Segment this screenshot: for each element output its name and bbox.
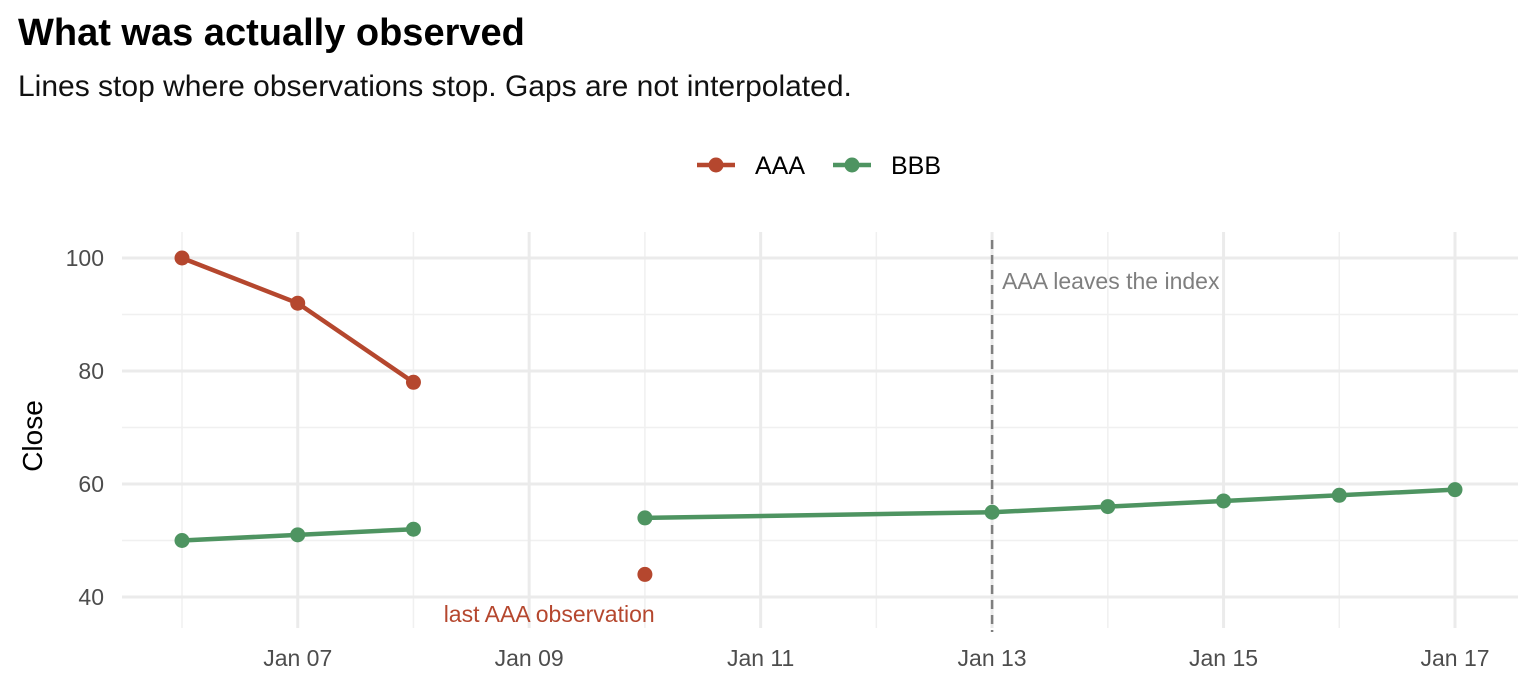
legend-key-point	[844, 157, 860, 173]
data-point-bbb	[1216, 493, 1232, 509]
chart-title: What was actually observed	[18, 12, 525, 54]
data-point-bbb	[984, 504, 1000, 520]
legend: AAA BBB	[697, 152, 941, 180]
x-tick-label: Jan 09	[495, 645, 564, 671]
legend-label: BBB	[891, 152, 941, 180]
legend-key-point	[708, 157, 724, 173]
chart-subtitle: Lines stop where observations stop. Gaps…	[18, 70, 852, 103]
data-point-aaa	[637, 566, 653, 582]
x-tick-label: Jan 15	[1189, 645, 1258, 671]
legend-label: AAA	[755, 152, 805, 180]
data-point-bbb	[1447, 482, 1463, 498]
grid-lines	[122, 232, 1518, 628]
y-axis-label: Close	[17, 400, 48, 472]
vline-annotation-label: AAA leaves the index	[1002, 268, 1220, 294]
data-point-aaa	[405, 374, 421, 390]
data-point-bbb	[174, 533, 190, 548]
y-tick-label: 60	[78, 471, 104, 497]
data-point-bbb	[637, 510, 653, 526]
x-tick-label: Jan 07	[263, 645, 332, 671]
series-line-bbb	[642, 487, 1458, 521]
y-tick-label: 40	[78, 584, 104, 610]
x-tick-label: Jan 13	[958, 645, 1027, 671]
series-bbb	[174, 482, 1463, 548]
y-tick-label: 80	[78, 358, 104, 384]
x-tick-label: Jan 17	[1420, 645, 1489, 671]
series-aaa	[174, 250, 653, 582]
point-annotation-label: last AAA observation	[444, 601, 655, 627]
annotations: AAA leaves the index last AAA observation	[444, 268, 1220, 627]
y-tick-label: 100	[66, 245, 104, 271]
legend-item-aaa: AAA	[697, 152, 805, 180]
data-point-bbb	[1100, 499, 1116, 515]
x-tick-label: Jan 11	[727, 645, 794, 671]
data-point-bbb	[405, 521, 421, 537]
series-layer	[174, 250, 1463, 582]
data-point-bbb	[290, 527, 306, 543]
data-point-aaa	[174, 250, 190, 266]
legend-item-bbb: BBB	[833, 152, 941, 180]
axis-ticks: 40 60 80 100 Jan 07 Jan 09 Jan 11 Jan 13 Jan 15 J…	[66, 245, 1490, 671]
data-point-bbb	[1331, 487, 1347, 503]
data-point-aaa	[290, 295, 306, 311]
